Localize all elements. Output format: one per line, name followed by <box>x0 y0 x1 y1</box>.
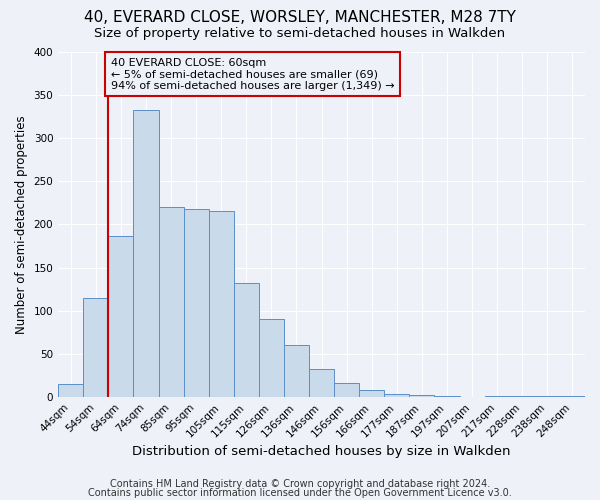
Bar <box>535 396 560 397</box>
Bar <box>409 396 434 397</box>
Text: 40, EVERARD CLOSE, WORSLEY, MANCHESTER, M28 7TY: 40, EVERARD CLOSE, WORSLEY, MANCHESTER, … <box>84 10 516 25</box>
Bar <box>109 236 133 397</box>
Bar <box>158 207 184 397</box>
Text: Contains public sector information licensed under the Open Government Licence v3: Contains public sector information licen… <box>88 488 512 498</box>
Bar <box>434 396 460 397</box>
Bar <box>510 396 535 397</box>
Bar <box>184 209 209 397</box>
Bar <box>234 283 259 397</box>
Bar <box>209 212 234 397</box>
Bar <box>58 384 83 397</box>
Bar <box>83 298 109 397</box>
Bar <box>284 344 309 397</box>
Bar <box>359 390 385 397</box>
Bar <box>309 368 334 397</box>
Bar <box>334 384 359 397</box>
X-axis label: Distribution of semi-detached houses by size in Walkden: Distribution of semi-detached houses by … <box>133 444 511 458</box>
Bar <box>133 110 158 397</box>
Y-axis label: Number of semi-detached properties: Number of semi-detached properties <box>15 115 28 334</box>
Bar <box>485 396 510 397</box>
Text: 40 EVERARD CLOSE: 60sqm
← 5% of semi-detached houses are smaller (69)
94% of sem: 40 EVERARD CLOSE: 60sqm ← 5% of semi-det… <box>111 58 394 91</box>
Bar <box>385 394 409 397</box>
Text: Contains HM Land Registry data © Crown copyright and database right 2024.: Contains HM Land Registry data © Crown c… <box>110 479 490 489</box>
Text: Size of property relative to semi-detached houses in Walkden: Size of property relative to semi-detach… <box>94 28 506 40</box>
Bar <box>259 318 284 397</box>
Bar <box>560 396 585 397</box>
